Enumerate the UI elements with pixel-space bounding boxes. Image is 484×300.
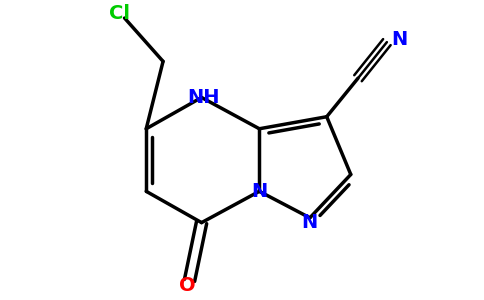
Text: N: N bbox=[251, 182, 268, 201]
Text: NH: NH bbox=[188, 88, 220, 107]
Text: O: O bbox=[179, 276, 196, 295]
Text: Cl: Cl bbox=[109, 4, 130, 23]
Text: N: N bbox=[391, 30, 407, 49]
Text: N: N bbox=[302, 213, 318, 232]
